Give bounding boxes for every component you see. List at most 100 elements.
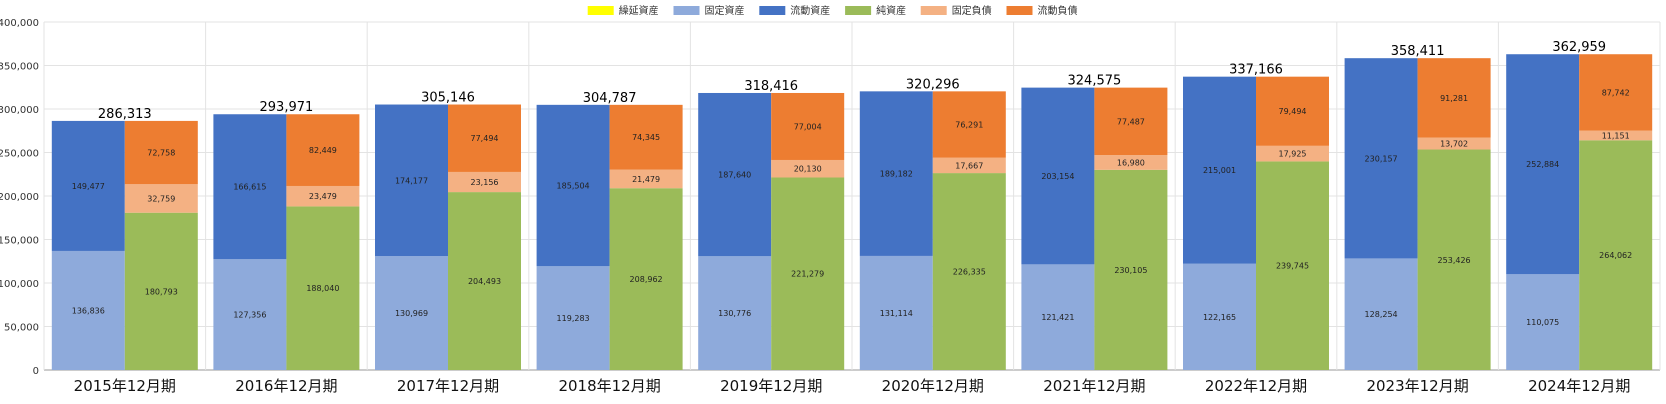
data-label: 91,281 [1440, 94, 1468, 103]
data-label: 77,487 [1117, 117, 1145, 126]
data-label: 72,758 [147, 149, 175, 158]
bar-segment [698, 256, 772, 370]
bar-segment [771, 92, 845, 160]
x-category-label: 2023年12月期 [1366, 377, 1468, 395]
legend-label: 繰延資産 [619, 4, 659, 17]
data-label: 74,345 [632, 133, 660, 142]
x-category-label: 2015年12月期 [74, 377, 176, 395]
data-label: 119,283 [557, 314, 590, 323]
data-label: 121,421 [1041, 313, 1074, 322]
x-category-label: 2018年12月期 [558, 377, 660, 395]
bar-segment [1094, 169, 1168, 370]
x-category-label: 2017年12月期 [397, 377, 499, 395]
bar-segment [1256, 161, 1329, 370]
data-label: 252,884 [1526, 160, 1559, 169]
total-label: 324,575 [1068, 74, 1122, 89]
bar-segment [536, 266, 610, 370]
y-tick-label: 150,000 [0, 236, 39, 247]
data-label: 230,105 [1114, 266, 1147, 275]
bar-segment [375, 104, 448, 257]
bar-segment [124, 120, 198, 185]
total-label: 320,296 [906, 77, 960, 92]
legend-swatch [673, 6, 700, 15]
data-label: 221,279 [791, 270, 824, 279]
data-label: 203,154 [1041, 172, 1074, 181]
data-label: 17,925 [1279, 150, 1307, 159]
bar-segment [1021, 87, 1095, 265]
data-label: 77,494 [471, 134, 499, 143]
y-tick-label: 50,000 [4, 323, 39, 334]
x-category-label: 2024年12月期 [1528, 377, 1630, 395]
legend-label: 純資産 [876, 4, 906, 17]
y-axis: 0 50,000 100,000 150,000 200,000 250,000 300,0… [0, 18, 39, 377]
legend: 繰延資産 固定資産 流動資産 純資産 固定負債 流動負債 [587, 4, 1078, 17]
legend-label: 固定資産 [705, 4, 745, 17]
y-tick-label: 300,000 [0, 105, 39, 116]
bar-segment [1344, 58, 1418, 259]
legend-label: 流動負債 [1038, 4, 1078, 17]
bar-segment [1417, 58, 1491, 138]
x-category-label: 2019年12月期 [720, 377, 822, 395]
data-label: 174,177 [395, 176, 428, 185]
data-label: 130,969 [395, 309, 428, 318]
data-label: 185,504 [557, 182, 590, 191]
data-label: 13,702 [1440, 140, 1468, 149]
data-label: 187,640 [718, 171, 751, 180]
bar-segment [1417, 149, 1491, 370]
data-label: 16,980 [1117, 158, 1145, 167]
data-label: 136,836 [72, 306, 105, 315]
bar-segment [1579, 140, 1653, 370]
data-label: 82,449 [309, 146, 337, 155]
data-label: 32,759 [147, 194, 175, 203]
bar-segment [448, 171, 521, 193]
data-label: 188,040 [306, 284, 339, 293]
bar-segment [213, 114, 287, 260]
data-label: 128,254 [1365, 310, 1398, 319]
x-category-label: 2020年12月期 [882, 377, 984, 395]
bar-segment [124, 212, 198, 370]
bar-segment [932, 157, 1006, 174]
data-label: 127,356 [233, 311, 266, 320]
data-label: 204,493 [468, 277, 501, 286]
bar-segment [609, 104, 683, 170]
bar-segment [213, 259, 287, 370]
bar-segment [1579, 54, 1653, 131]
legend-label: 固定負債 [952, 4, 992, 17]
bar-segment [1094, 87, 1168, 156]
data-label: 122,165 [1203, 313, 1236, 322]
data-label: 23,479 [309, 192, 337, 201]
data-label: 180,793 [145, 287, 178, 296]
bar-segment [1256, 76, 1329, 146]
legend-swatch [587, 6, 614, 15]
data-label: 215,001 [1203, 166, 1236, 175]
data-labels: 136,836 149,477 180,793 32,759 72,758 286,313… [72, 40, 1632, 327]
data-label: 253,426 [1438, 256, 1471, 265]
data-label: 208,962 [630, 275, 663, 284]
bar-segment [932, 91, 1006, 158]
x-category-label: 2016年12月期 [235, 377, 337, 395]
bar-segment [1417, 137, 1491, 150]
bar-segment [448, 192, 521, 370]
data-label: 226,335 [953, 268, 986, 277]
data-label: 130,776 [718, 309, 751, 318]
legend-swatch [920, 6, 947, 15]
bar-segment [375, 256, 448, 370]
bar-segment [1094, 155, 1168, 170]
bar-segment [609, 169, 683, 189]
total-label: 362,959 [1552, 40, 1606, 55]
x-category-label: 2022年12月期 [1205, 377, 1307, 395]
bar-segment [932, 173, 1006, 370]
total-label: 318,416 [744, 79, 798, 94]
bar-segment [609, 188, 683, 370]
bar-segment [124, 184, 198, 213]
x-axis: 2015年12月期 2016年12月期 2017年12月期 2018年12月期 2019… [74, 377, 1631, 395]
bar-segment [1579, 130, 1653, 141]
bar-segment [1021, 264, 1095, 370]
bars [51, 54, 1653, 370]
bar-segment [771, 177, 845, 370]
data-label: 189,182 [880, 170, 913, 179]
bar-segment [1183, 263, 1256, 370]
bar-segment [448, 104, 521, 172]
